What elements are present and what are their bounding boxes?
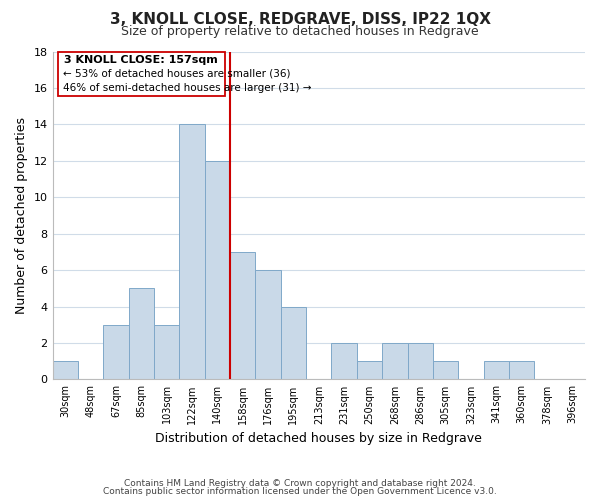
X-axis label: Distribution of detached houses by size in Redgrave: Distribution of detached houses by size … bbox=[155, 432, 482, 445]
Bar bbox=[357, 361, 382, 380]
Bar bbox=[407, 343, 433, 380]
Bar bbox=[509, 361, 534, 380]
Bar bbox=[53, 361, 78, 380]
Bar bbox=[433, 361, 458, 380]
Bar bbox=[281, 306, 306, 380]
Bar bbox=[331, 343, 357, 380]
FancyBboxPatch shape bbox=[58, 52, 225, 96]
Text: 3 KNOLL CLOSE: 157sqm: 3 KNOLL CLOSE: 157sqm bbox=[64, 54, 218, 64]
Bar bbox=[256, 270, 281, 380]
Text: 3, KNOLL CLOSE, REDGRAVE, DISS, IP22 1QX: 3, KNOLL CLOSE, REDGRAVE, DISS, IP22 1QX bbox=[110, 12, 491, 28]
Text: Size of property relative to detached houses in Redgrave: Size of property relative to detached ho… bbox=[121, 25, 479, 38]
Text: ← 53% of detached houses are smaller (36): ← 53% of detached houses are smaller (36… bbox=[62, 69, 290, 79]
Text: 46% of semi-detached houses are larger (31) →: 46% of semi-detached houses are larger (… bbox=[62, 83, 311, 93]
Text: Contains HM Land Registry data © Crown copyright and database right 2024.: Contains HM Land Registry data © Crown c… bbox=[124, 478, 476, 488]
Bar bbox=[179, 124, 205, 380]
Bar bbox=[154, 325, 179, 380]
Bar bbox=[484, 361, 509, 380]
Bar bbox=[205, 161, 230, 380]
Bar bbox=[382, 343, 407, 380]
Bar bbox=[103, 325, 128, 380]
Text: Contains public sector information licensed under the Open Government Licence v3: Contains public sector information licen… bbox=[103, 488, 497, 496]
Y-axis label: Number of detached properties: Number of detached properties bbox=[15, 117, 28, 314]
Bar bbox=[230, 252, 256, 380]
Bar bbox=[128, 288, 154, 380]
